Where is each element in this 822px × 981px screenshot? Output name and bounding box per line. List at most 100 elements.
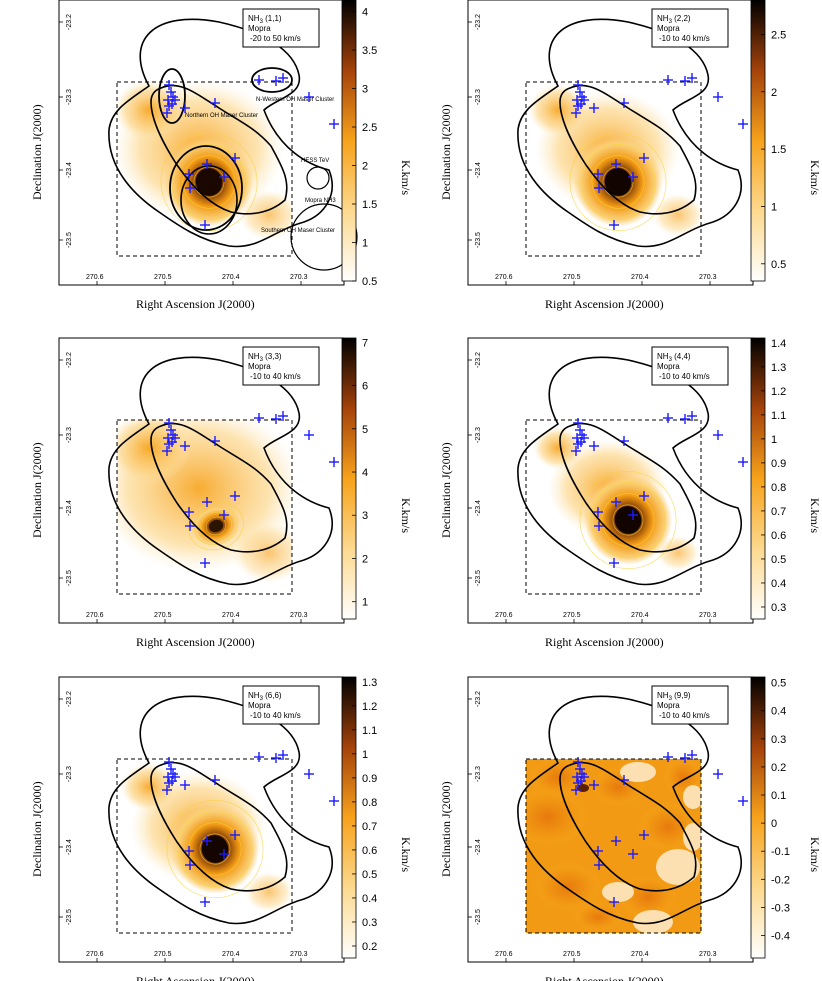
maser-marker [164, 418, 174, 428]
telescope-name: Mopra [248, 362, 271, 371]
colorbar-tick-label: 0.4 [771, 706, 786, 718]
oh-maser-markers [571, 750, 748, 907]
dec-tick-label: -23.2 [66, 352, 73, 368]
maser-marker [254, 752, 264, 762]
colorbar-tick-label: 0.6 [771, 530, 786, 542]
ra-tick-label: 270.3 [699, 951, 717, 958]
ra-tick-label: 270.5 [154, 274, 172, 281]
maser-marker [663, 413, 673, 423]
legend-box [242, 8, 320, 48]
colorbar-tick-label: 0.2 [362, 941, 377, 953]
maser-marker [589, 441, 599, 451]
emission-halo [239, 190, 292, 240]
emission-halo [121, 763, 177, 811]
colorbar-tick-label: -0.4 [771, 931, 790, 943]
maser-marker [680, 76, 690, 86]
maser-marker [200, 897, 210, 907]
colorbar-label: K.km/s [808, 160, 822, 195]
telescope-name: Mopra [657, 701, 680, 710]
noise-hole [633, 910, 673, 933]
colorbar-tick-label: 3.5 [362, 45, 377, 57]
annotation-label: Mopra NH3 [305, 198, 336, 204]
maser-marker [713, 430, 723, 440]
oh-maser-markers [571, 411, 748, 568]
maser-marker [219, 510, 229, 520]
yellow-contour [188, 822, 242, 876]
emission-halo [652, 193, 701, 237]
transition-legend: NH3 (3,3)Mopra-10 to 40 km/s [242, 346, 320, 386]
maser-marker [573, 80, 583, 90]
ra-tick-label: 270.4 [222, 612, 240, 619]
colorbar-tick-label: 1.3 [771, 362, 786, 374]
maser-marker [162, 785, 172, 795]
maser-marker [210, 436, 220, 446]
colorbar-tick-label: 0.9 [771, 458, 786, 470]
ra-tick-label: 270.4 [222, 951, 240, 958]
annotation-label: Northern OH Maser Cluster [185, 113, 258, 119]
x-axis-label: Right Ascension J(2000) [545, 635, 664, 649]
colorbar-tick-label: 4 [362, 7, 368, 19]
colorbar-tick-label: 0.7 [771, 506, 786, 518]
colorbar-tick-label: 1 [362, 749, 368, 761]
maser-marker [628, 510, 638, 520]
maser-marker [210, 775, 220, 785]
emission-halo [233, 523, 292, 583]
transition-legend: NH3 (6,6)Mopra-10 to 40 km/s [242, 685, 320, 725]
maser-marker [184, 169, 194, 179]
maser-marker [202, 836, 212, 846]
panel-nh3-4-4: 270.6 270.5 270.4 270.3 -23.2 -23.3 -23.4 -23.5… [439, 337, 822, 649]
yellow-contour [166, 799, 264, 899]
yellow-contour [177, 811, 253, 887]
colorbar-label: K.km/s [399, 837, 413, 872]
colorbar-tick-label: 0.6 [362, 845, 377, 857]
annotation-label: Southern OH Maser Cluster [261, 228, 335, 234]
dec-tick-label: -23.4 [475, 500, 482, 516]
colorbar-tick-label: 1.2 [771, 386, 786, 398]
maser-marker [185, 860, 195, 870]
yellow-contour [194, 506, 238, 546]
hess-contour-inner [559, 761, 697, 892]
maser-marker [571, 446, 581, 456]
emission-halo [533, 427, 583, 469]
dec-tick-label: -23.4 [475, 839, 482, 855]
maser-marker [184, 846, 194, 856]
legend-box [651, 346, 729, 386]
maser-marker [185, 521, 195, 531]
hess-contour-inner [150, 761, 288, 892]
maser-marker [162, 108, 172, 118]
colorbar-tick-label: 0.5 [771, 554, 786, 566]
noise-blob [638, 802, 698, 852]
colorbar-tick-label: 1.3 [362, 677, 377, 689]
maser-marker [589, 103, 599, 113]
maser-marker [680, 414, 690, 424]
maser-marker [738, 119, 748, 129]
telescope-name: Mopra [248, 701, 271, 710]
colorbar-tick-label: 0.9 [362, 773, 377, 785]
ra-tick-label: 270.5 [154, 951, 172, 958]
emission-core [604, 168, 632, 196]
dec-tick-label: -23.5 [66, 232, 73, 248]
colorbar-tick-label: 4 [362, 467, 368, 479]
colorbar-tick-label: 0.3 [771, 734, 786, 746]
velocity-range: -20 to 50 km/s [250, 34, 301, 43]
colorbar-tick-label: 0 [771, 818, 777, 830]
maser-marker [180, 441, 190, 451]
colorbar-tick-label: 0.5 [362, 276, 377, 288]
colorbar-tick-label: 1.1 [362, 725, 377, 737]
maser-marker [594, 860, 604, 870]
maser-marker [202, 497, 212, 507]
maser-marker [202, 159, 212, 169]
yellow-contour [569, 132, 667, 232]
emission-map [517, 695, 742, 934]
maser-marker [230, 153, 240, 163]
colorbar-label: K.km/s [399, 160, 413, 195]
maser-marker [230, 491, 240, 501]
maser-marker [304, 769, 314, 779]
maser-marker [170, 433, 180, 443]
maser-marker [184, 507, 194, 517]
ra-tick-label: 270.6 [495, 274, 513, 281]
colorbar-tick-label: 2 [362, 553, 368, 565]
maser-marker [609, 558, 619, 568]
colorbar-tick-label: 2.5 [362, 122, 377, 134]
oh-maser-markers [162, 411, 339, 568]
